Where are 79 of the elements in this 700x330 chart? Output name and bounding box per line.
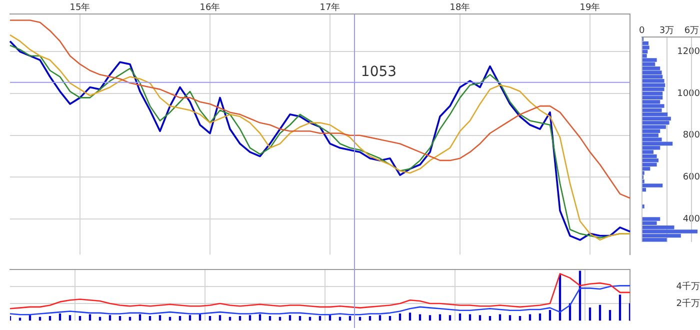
bar	[548, 310, 552, 321]
bar	[642, 125, 666, 129]
bar	[188, 315, 192, 321]
bar	[318, 316, 322, 321]
bar	[618, 294, 622, 321]
x-tick-label: 19年	[580, 2, 600, 13]
bar	[248, 315, 252, 321]
bar	[538, 313, 542, 321]
bar	[448, 315, 452, 321]
bar	[642, 100, 660, 104]
bar	[108, 315, 112, 321]
bar	[488, 316, 492, 321]
bar	[118, 316, 122, 321]
bar	[642, 154, 657, 158]
x-tick-label: 16年	[200, 2, 220, 13]
bar	[642, 217, 660, 221]
bar	[608, 310, 612, 321]
bar	[642, 87, 664, 92]
bar	[408, 312, 412, 321]
bar	[288, 315, 292, 321]
bar	[458, 313, 462, 321]
bar	[68, 315, 72, 321]
x-tick-label: 15年	[70, 2, 90, 13]
bar	[428, 315, 432, 321]
bar	[178, 316, 182, 321]
bar	[642, 158, 658, 162]
bar	[642, 120, 670, 125]
bar	[378, 315, 382, 321]
x-tick-label: 3万	[659, 26, 674, 36]
y-tick-label: 600	[682, 172, 700, 183]
bar	[642, 92, 663, 96]
bar	[588, 307, 592, 321]
x-tick-label: 18年	[450, 2, 470, 13]
x-tick-label: 6万	[684, 26, 700, 36]
bar	[78, 316, 82, 321]
bar	[642, 230, 698, 234]
bar	[642, 112, 668, 116]
bar	[642, 41, 649, 46]
bar	[642, 162, 657, 166]
bar	[148, 316, 152, 321]
bar	[268, 316, 272, 321]
bar	[642, 104, 664, 108]
bar	[642, 58, 657, 62]
bar	[18, 318, 22, 321]
bar	[642, 83, 666, 87]
y-tick-label: 1200	[677, 47, 700, 58]
bar	[642, 142, 673, 146]
bar	[642, 79, 664, 83]
bar	[642, 46, 650, 50]
x-tick-label: 0	[638, 26, 645, 36]
bar	[478, 315, 482, 321]
bar	[158, 315, 162, 321]
bar	[218, 315, 222, 321]
bar	[598, 304, 602, 321]
y-tick-label: 4千万	[676, 280, 700, 292]
x-tick-label: 17年	[320, 2, 340, 13]
bar	[298, 316, 302, 321]
bar	[642, 66, 660, 70]
bar	[388, 316, 392, 321]
bar	[642, 184, 663, 188]
y-tick-label: 400	[682, 214, 700, 224]
bar	[48, 316, 52, 321]
y-tick-label: 1000	[677, 88, 700, 99]
y-tick-label: 2千万	[676, 298, 700, 309]
bar	[508, 315, 512, 321]
bar	[518, 316, 522, 321]
y-tick-label: 800	[682, 130, 700, 141]
bar	[58, 313, 62, 321]
bar	[398, 313, 402, 321]
bar	[348, 316, 352, 321]
bar	[238, 316, 242, 321]
bar	[642, 70, 662, 74]
bar	[208, 316, 212, 321]
bar	[642, 133, 658, 138]
bar	[642, 74, 663, 79]
bar	[642, 96, 663, 100]
ref-line-label: 1053	[360, 64, 397, 80]
bar	[642, 116, 671, 120]
bar	[368, 316, 372, 321]
